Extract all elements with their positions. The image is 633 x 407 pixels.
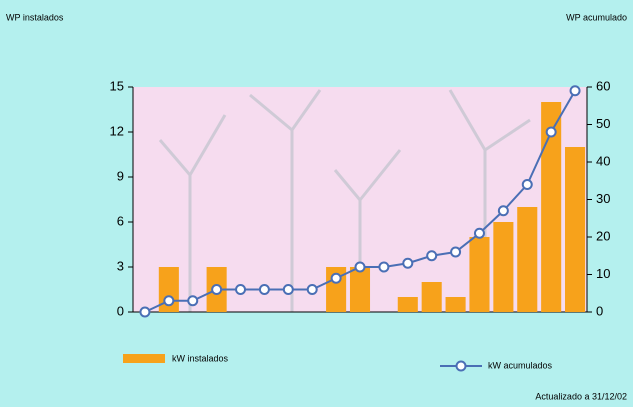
y-tick-label: 15: [110, 78, 124, 93]
bar: [397, 297, 418, 312]
line-marker: [426, 250, 438, 262]
bar: [469, 237, 490, 312]
legend-label: kW acumulados: [488, 360, 553, 370]
y-tick-label: 3: [117, 258, 124, 273]
legend-swatch: [455, 360, 467, 372]
line-marker: [211, 284, 223, 295]
y-tick-label: 9: [117, 168, 124, 183]
line-marker: [258, 284, 270, 295]
bar: [541, 102, 562, 312]
line-marker: [569, 85, 581, 97]
line-marker: [545, 126, 557, 138]
y-tick-label: 12: [110, 123, 124, 138]
line-marker: [187, 295, 199, 307]
y2-tick-label: 40: [596, 153, 610, 168]
y-tick-label: 6: [117, 213, 124, 228]
line-marker: [282, 284, 294, 295]
line-marker: [402, 257, 414, 269]
y2-tick-label: 60: [596, 78, 610, 93]
line-marker: [306, 284, 318, 295]
line-marker: [139, 306, 151, 318]
note: Actualizado a 31/12/02: [535, 391, 627, 401]
legend-swatch: [123, 354, 165, 363]
line-marker: [235, 284, 247, 295]
bar: [421, 282, 442, 312]
line-marker: [473, 227, 485, 239]
legend-label: kW instalados: [172, 353, 229, 363]
line-marker: [330, 272, 342, 284]
line-marker: [521, 179, 533, 190]
y2-tick-label: 20: [596, 228, 610, 243]
bar: [565, 147, 586, 312]
line-marker: [450, 246, 462, 258]
line-marker: [354, 261, 366, 273]
line-marker: [497, 205, 509, 217]
y2-tick-label: 30: [596, 191, 610, 206]
bar: [493, 222, 514, 312]
bar: [517, 207, 538, 312]
y-tick-label: 0: [117, 303, 124, 318]
bar: [349, 267, 371, 312]
y2-tick-label: 50: [596, 116, 610, 131]
y2-axis-title: WP acumulado: [566, 12, 627, 22]
y-axis-title: WP instalados: [6, 12, 64, 22]
y2-tick-label: 10: [596, 266, 610, 281]
bar: [445, 297, 466, 312]
line-marker: [378, 261, 390, 273]
line-marker: [163, 295, 175, 307]
y2-tick-label: 0: [596, 303, 603, 318]
